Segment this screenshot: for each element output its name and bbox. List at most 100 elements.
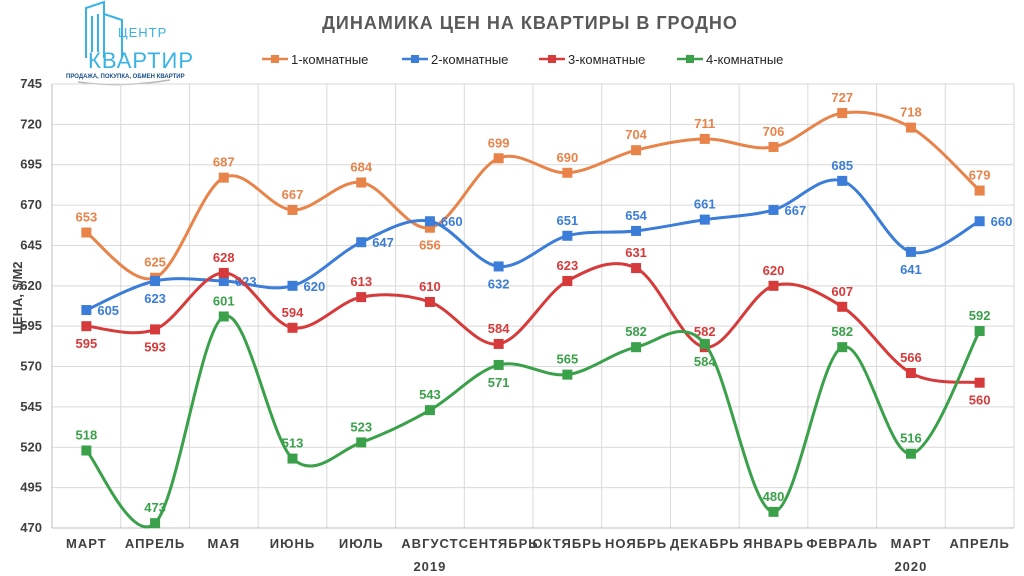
data-point [356,437,367,448]
y-tick-label: 570 [20,359,42,374]
data-label: 684 [350,159,372,174]
series-1: 653 625 687 667 684 656 699 690 704 711 706 727 718 6… [76,90,991,283]
data-label: 647 [372,235,394,250]
data-label: 628 [213,250,235,265]
data-label: 679 [969,168,991,183]
data-label: 518 [76,428,98,443]
y-tick-label: 620 [20,278,42,293]
data-point [974,377,985,388]
data-point [974,185,985,196]
series-line [86,262,980,385]
data-point [81,305,92,316]
data-label: 704 [625,127,647,142]
data-point [562,369,573,380]
x-axis-ticks: МАРТ АПРЕЛЬ МАЯ ИЮНЬ ИЮЛЬ АВГУСТ СЕНТЯБРЬОКТЯБ… [66,536,1009,551]
data-label: 605 [97,303,119,318]
data-point [768,280,779,291]
data-point [837,175,848,186]
data-label: 706 [763,124,785,139]
series-4: 518 473 601 513 523 543 571 565 582 584 480 582 516 5… [76,293,991,529]
year-labels: 2019 2020 [413,559,927,574]
data-label: 595 [76,336,98,351]
x-tick-label: ФЕВРАЛЬ [806,536,878,551]
data-label: 613 [350,274,372,289]
data-label: 653 [76,210,98,225]
data-point [218,275,229,286]
series-2: 605 623 623 620 647 660 632 651 654 661 667 685 641 6… [81,158,1012,318]
data-label: 592 [969,308,991,323]
legend-marker [411,55,419,63]
data-label: 632 [488,276,510,291]
series-3: 595 593 628 594 613 610 584 623 631 582 620 607 566 5… [76,245,991,408]
data-point [631,225,642,236]
y-tick-label: 670 [20,197,42,212]
legend-item: 4-комнатные [677,52,783,67]
x-tick-label: ДЕКАБРЬ [670,536,740,551]
data-point [218,172,229,183]
data-label: 667 [282,187,304,202]
x-tick-label: СЕНТЯБРЬ [459,536,539,551]
data-point [424,222,435,233]
data-label: 584 [488,321,510,336]
data-point [905,448,916,459]
x-tick-label: ЯНВАРЬ [743,536,804,551]
data-label: 513 [282,436,304,451]
legend-marker [686,55,694,63]
x-tick-label: ОКТЯБРЬ [532,536,602,551]
data-point [81,445,92,456]
data-point [81,227,92,238]
data-label: 660 [991,214,1013,229]
data-label: 480 [763,489,785,504]
y-tick-label: 495 [20,480,42,495]
data-label: 607 [831,284,853,299]
data-point [150,275,161,286]
data-point [287,280,298,291]
x-tick-label: АВГУСТ [401,536,458,551]
data-label: 584 [694,354,716,369]
x-tick-label: АПРЕЛЬ [125,536,185,551]
year-label: 2020 [894,559,927,574]
data-point [562,230,573,241]
data-label: 571 [488,375,510,390]
data-label: 516 [900,431,922,446]
y-tick-label: 645 [20,237,42,252]
y-tick-label: 595 [20,318,42,333]
data-label: 651 [557,213,579,228]
logo-name-top: ЦЕНТР [118,25,167,40]
data-point [837,342,848,353]
data-label: 582 [625,324,647,339]
data-label: 654 [625,208,647,223]
data-point [768,204,779,215]
data-point [905,122,916,133]
data-label: 601 [213,293,235,308]
y-tick-label: 695 [20,157,42,172]
y-axis-label: ЦЕНА, $/М2 [10,261,25,334]
data-point [356,292,367,303]
data-label: 594 [282,305,304,320]
legend-marker [271,55,279,63]
data-point [493,153,504,164]
data-point [218,311,229,322]
y-tick-label: 520 [20,439,42,454]
data-label: 660 [441,214,463,229]
data-point [150,518,161,529]
y-tick-label: 470 [20,520,42,535]
data-point [905,368,916,379]
legend-item: 3-комнатные [539,52,645,67]
data-label: 593 [144,339,166,354]
data-label: 543 [419,387,441,402]
x-tick-label: МАРТ [66,536,107,551]
data-label: 718 [900,105,922,120]
legend-item: 2-комнатные [402,52,508,67]
data-point [631,145,642,156]
data-point [287,322,298,333]
data-point [424,296,435,307]
data-label: 631 [625,245,647,260]
data-label: 623 [235,274,257,289]
data-point [837,108,848,119]
data-label: 661 [694,197,716,212]
data-label: 473 [144,500,166,515]
data-point [837,301,848,312]
data-label: 523 [350,419,372,434]
